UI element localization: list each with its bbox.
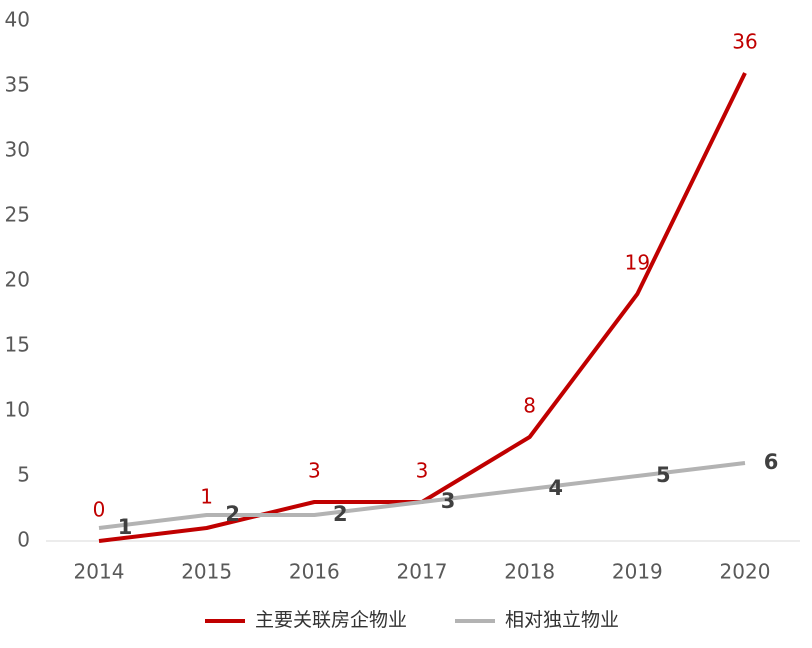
- y-tick-label: 20: [5, 268, 30, 292]
- data-label: 2: [333, 502, 348, 526]
- data-label: 8: [523, 394, 536, 418]
- series-line: [98, 461, 746, 530]
- data-label: 3: [416, 459, 429, 483]
- y-tick-label: 25: [5, 203, 30, 227]
- x-tick-label: 2016: [289, 560, 340, 584]
- x-tick-label: 2017: [397, 560, 448, 584]
- data-label: 4: [548, 476, 563, 500]
- y-tick-label: 15: [5, 333, 30, 357]
- data-label: 3: [308, 459, 321, 483]
- data-label: 5: [656, 463, 671, 487]
- y-tick-label: 35: [5, 73, 30, 97]
- x-tick-label: 2018: [504, 560, 555, 584]
- x-tick-label: 2020: [720, 560, 771, 584]
- data-label: 1: [200, 485, 213, 509]
- data-label: 36: [732, 30, 757, 54]
- y-tick-label: 40: [5, 8, 30, 32]
- data-label: 3: [441, 489, 456, 513]
- y-tick-label: 5: [17, 463, 30, 487]
- y-tick-label: 0: [17, 528, 30, 552]
- y-tick-label: 30: [5, 138, 30, 162]
- data-label: 0: [93, 498, 106, 522]
- data-label: 2: [225, 502, 240, 526]
- legend-label: 相对独立物业: [505, 609, 619, 631]
- data-label: 19: [625, 251, 650, 275]
- x-tick-label: 2014: [74, 560, 125, 584]
- data-label: 1: [118, 515, 133, 539]
- data-label: 6: [764, 450, 779, 474]
- legend-label: 主要关联房企物业: [255, 609, 407, 631]
- x-tick-label: 2019: [612, 560, 663, 584]
- x-tick-label: 2015: [181, 560, 232, 584]
- y-tick-label: 10: [5, 398, 30, 422]
